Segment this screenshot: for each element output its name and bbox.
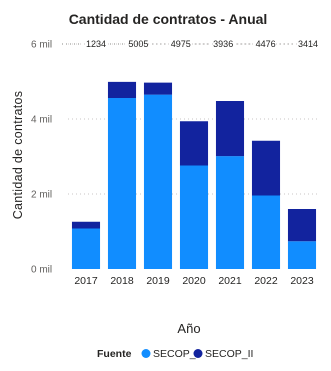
bars — [71, 81, 317, 269]
y-tick-label: 6 mil — [31, 40, 52, 51]
bar-secop-ii — [179, 121, 209, 166]
legend-marker — [193, 349, 203, 358]
x-tick-label: 2023 — [290, 275, 314, 287]
x-tick-label: 2022 — [254, 275, 278, 287]
bar-secop-i — [179, 165, 209, 269]
x-tick-label: 2019 — [146, 275, 170, 287]
y-axis-label: Cantidad de contratos — [11, 91, 25, 220]
bar-secop-i — [251, 195, 281, 269]
legend-label: SECOP_I — [153, 348, 199, 360]
x-tick-label: 2017 — [74, 275, 98, 287]
y-tick-label: 0 mil — [31, 265, 52, 276]
total-label: 5005 — [128, 39, 148, 49]
bar-secop-ii — [71, 221, 101, 229]
legend: Fuente SECOP_I SECOP_II — [97, 348, 253, 360]
x-tick-label: 2020 — [182, 275, 206, 287]
x-axis-ticks: 2017 2018 2019 2020 2021 2022 2023 — [74, 275, 314, 287]
bar-secop-ii — [143, 82, 173, 95]
bar-secop-ii — [287, 209, 317, 242]
y-tick-label: 4 mil — [31, 115, 52, 126]
bar-secop-ii — [251, 140, 281, 196]
legend-label: SECOP_II — [205, 348, 253, 360]
total-label: 3936 — [213, 39, 233, 49]
chart-title: Cantidad de contratos - Anual — [69, 11, 268, 27]
bar-secop-i — [287, 241, 317, 269]
bar-secop-ii — [107, 81, 137, 98]
legend-title: Fuente — [97, 348, 132, 360]
legend-marker — [141, 349, 151, 358]
total-label: 1234 — [86, 39, 106, 49]
bar-secop-ii — [215, 101, 245, 157]
total-label: 3414 — [298, 39, 318, 49]
bar-secop-i — [107, 98, 137, 269]
bar-secop-i — [215, 156, 245, 269]
bar-secop-i — [71, 228, 101, 269]
y-tick-label: 2 mil — [31, 190, 52, 201]
x-tick-label: 2021 — [218, 275, 242, 287]
total-label: 4975 — [171, 39, 191, 49]
total-labels: 1234 5005 4975 3936 4476 3414 — [62, 39, 318, 49]
y-axis-ticks: 0 mil 2 mil 4 mil 6 mil — [31, 40, 52, 276]
x-axis-label: Año — [177, 321, 200, 336]
x-tick-label: 2018 — [110, 275, 134, 287]
bar-secop-i — [143, 94, 173, 269]
total-label: 4476 — [256, 39, 276, 49]
